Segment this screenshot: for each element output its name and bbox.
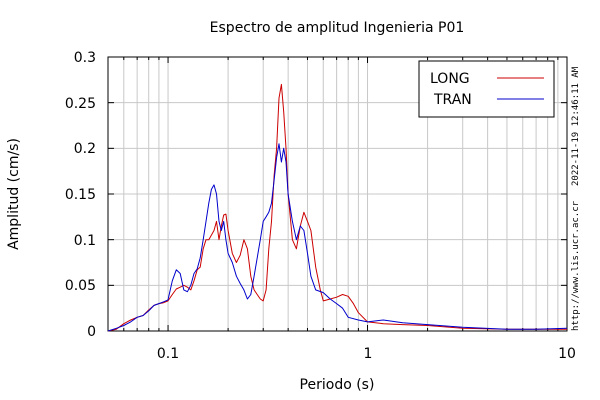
y-tick-label-1: 0.05 — [65, 278, 96, 294]
legend: LONG TRAN — [418, 60, 555, 118]
y-tick-label-2: 0.1 — [74, 233, 96, 249]
x-tick-labels: 0.1 1 10 — [157, 346, 576, 362]
x-tick-label-0: 0.1 — [157, 346, 179, 362]
legend-box — [418, 60, 555, 118]
y-tick-labels: 0 0.05 0.1 0.15 0.2 0.25 0.3 — [65, 50, 96, 340]
y-axis-label: Amplitud (cm/s) — [6, 138, 22, 250]
x-axis-label: Periodo (s) — [300, 377, 375, 393]
series-line-tran — [107, 143, 568, 332]
x-tick-label-2: 10 — [558, 346, 576, 362]
y-tick-label-4: 0.2 — [74, 141, 96, 157]
grid — [108, 57, 567, 331]
y-tick-label-0: 0 — [87, 324, 96, 340]
y-tick-label-6: 0.3 — [74, 50, 96, 66]
legend-label-tran: TRAN — [433, 92, 472, 108]
side-url: http://www.lis.ucr.ac.cr — [571, 200, 581, 331]
series-group — [107, 83, 568, 332]
y-tick-label-3: 0.15 — [65, 187, 96, 203]
legend-label-long: LONG — [430, 71, 470, 87]
y-tick-label-5: 0.25 — [65, 96, 96, 112]
chart-title: Espectro de amplitud Ingenieria P01 — [210, 20, 465, 36]
axis-ticks — [108, 56, 568, 332]
x-tick-label-1: 1 — [364, 346, 373, 362]
side-timestamp: 2022-11-19 12:46:11 AM — [571, 66, 581, 186]
